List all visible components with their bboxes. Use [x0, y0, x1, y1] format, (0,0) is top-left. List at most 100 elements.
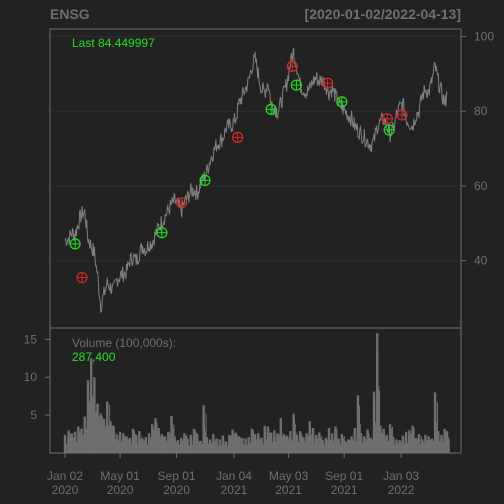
volume-bar — [440, 434, 443, 453]
volume-bar — [77, 426, 80, 453]
volume-bar — [93, 377, 96, 453]
volume-bar — [369, 437, 372, 453]
x-tick-label: Jan 04 — [216, 469, 252, 483]
x-tick-label: 2022 — [388, 483, 415, 497]
volume-bar — [237, 436, 241, 453]
y-tick-label: 40 — [474, 254, 488, 268]
volume-bar — [372, 391, 376, 453]
volume-bar — [443, 428, 446, 453]
chart-subtitle: [2020-01-02/2022-04-13] — [305, 6, 461, 22]
x-tick-label: May 03 — [269, 469, 309, 483]
volume-bar — [241, 437, 244, 453]
price-y-axis: 40 60 80 100 — [461, 29, 494, 268]
volume-bar — [414, 437, 417, 453]
volume-bar — [224, 441, 228, 453]
price-line — [64, 47, 448, 313]
volume-bar — [228, 434, 231, 453]
y-tick-label: 100 — [474, 29, 494, 43]
volume-bar — [186, 438, 189, 453]
volume-bar — [347, 439, 350, 453]
volume-bar — [167, 431, 170, 453]
volume-bar — [157, 428, 160, 453]
volume-bar — [253, 434, 257, 453]
price-panel-border — [49, 28, 462, 329]
volume-bar — [286, 435, 289, 453]
volume-bar — [305, 433, 308, 453]
volume-bar — [170, 415, 173, 453]
volume-bar — [302, 437, 305, 453]
volume-bar — [324, 437, 327, 453]
y-tick-label: 15 — [24, 332, 38, 346]
volume-bar — [334, 426, 337, 453]
volume-bar — [314, 434, 318, 453]
volume-bar — [73, 431, 77, 453]
volume-bar — [208, 439, 212, 453]
volume-bar — [109, 421, 112, 453]
volume-bar — [276, 433, 279, 453]
volume-bar — [192, 428, 196, 453]
volume-bar — [401, 435, 405, 453]
volume-bar — [212, 434, 215, 453]
volume-bar — [144, 437, 148, 453]
volume-bar — [421, 439, 424, 453]
volume-bar — [427, 436, 430, 453]
y-tick-label: 80 — [474, 104, 488, 118]
volume-bar — [176, 440, 180, 453]
volume-bar — [260, 437, 263, 453]
sell-marker — [396, 109, 408, 121]
volume-bar — [292, 413, 295, 453]
sell-marker — [176, 197, 188, 209]
x-tick-label: 2020 — [52, 483, 79, 497]
volume-bar — [404, 431, 408, 453]
volume-bar — [80, 428, 83, 453]
volume-bar — [199, 440, 202, 453]
x-tick-label: Sep 01 — [158, 469, 196, 483]
volume-bar — [183, 433, 186, 453]
volume-bar — [331, 433, 334, 453]
volume-y-axis: 5 10 15 — [24, 332, 50, 422]
buy-marker — [290, 79, 303, 91]
buy-marker — [69, 238, 81, 250]
x-tick-label: Jan 02 — [47, 469, 83, 483]
volume-bar — [366, 429, 369, 453]
volume-bar — [86, 380, 90, 453]
volume-bar — [321, 440, 324, 453]
volume-bar — [189, 434, 193, 453]
volume-bar — [205, 437, 209, 453]
buy-marker — [156, 227, 168, 239]
volume-bar — [263, 425, 266, 453]
volume-bar — [196, 434, 199, 453]
volume-bar — [138, 431, 141, 453]
x-tick-label: May 01 — [100, 469, 140, 483]
volume-bar — [269, 432, 273, 453]
signal-markers — [69, 60, 408, 284]
volume-bar — [131, 428, 135, 453]
volume-bar — [244, 438, 247, 453]
volume-bar — [343, 440, 347, 453]
volume-bar — [392, 437, 395, 453]
volume-bar — [318, 432, 321, 453]
volume-bar — [215, 438, 218, 453]
volume-bar — [134, 434, 138, 453]
volume-bar — [231, 429, 234, 453]
volume-bar — [430, 438, 434, 453]
volume-bar — [282, 434, 286, 453]
volume-bar — [115, 434, 119, 453]
volume-bar — [102, 418, 106, 453]
volume-bar — [122, 433, 125, 453]
price-panel: 40 60 80 100 Last 84.449997 — [49, 28, 494, 329]
volume-bar — [350, 436, 353, 453]
volume-bar — [298, 431, 302, 453]
volume-bar — [340, 434, 344, 453]
volume-bar — [382, 428, 385, 453]
volume-bar — [356, 395, 360, 453]
volume-panel: 5 10 15 Volume (100,000s): 287,400 — [24, 327, 462, 454]
volume-bar — [411, 425, 414, 453]
volume-bar — [311, 428, 315, 453]
volume-bar — [160, 434, 164, 453]
volume-bar — [266, 426, 270, 453]
x-tick-label: Jan 03 — [383, 469, 419, 483]
price-series — [64, 47, 448, 313]
volume-bar — [96, 403, 99, 453]
volume-bar — [63, 434, 67, 453]
